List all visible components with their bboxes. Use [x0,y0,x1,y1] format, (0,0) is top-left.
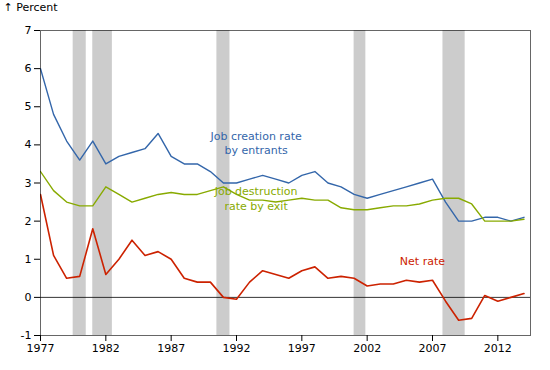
svg-text:2: 2 [25,215,32,228]
svg-text:↑ Percent: ↑ Percent [4,1,59,14]
svg-text:Job destructionrate by exit: Job destructionrate by exit [214,185,298,212]
svg-text:2007: 2007 [419,342,447,355]
svg-text:Net rate: Net rate [400,255,445,268]
svg-text:7: 7 [25,24,32,37]
svg-text:1997: 1997 [288,342,316,355]
svg-text:1987: 1987 [157,342,185,355]
svg-text:1977: 1977 [27,342,55,355]
svg-text:-1: -1 [21,329,32,342]
svg-text:2012: 2012 [484,342,512,355]
svg-text:Job creation rateby entrants: Job creation rateby entrants [209,130,301,157]
svg-text:4: 4 [25,138,32,151]
svg-text:0: 0 [25,291,32,304]
svg-text:2002: 2002 [353,342,381,355]
svg-text:5: 5 [25,100,32,113]
svg-text:6: 6 [25,62,32,75]
svg-text:1992: 1992 [223,342,251,355]
svg-text:1: 1 [25,253,32,266]
svg-text:1982: 1982 [92,342,120,355]
svg-text:3: 3 [25,177,32,190]
